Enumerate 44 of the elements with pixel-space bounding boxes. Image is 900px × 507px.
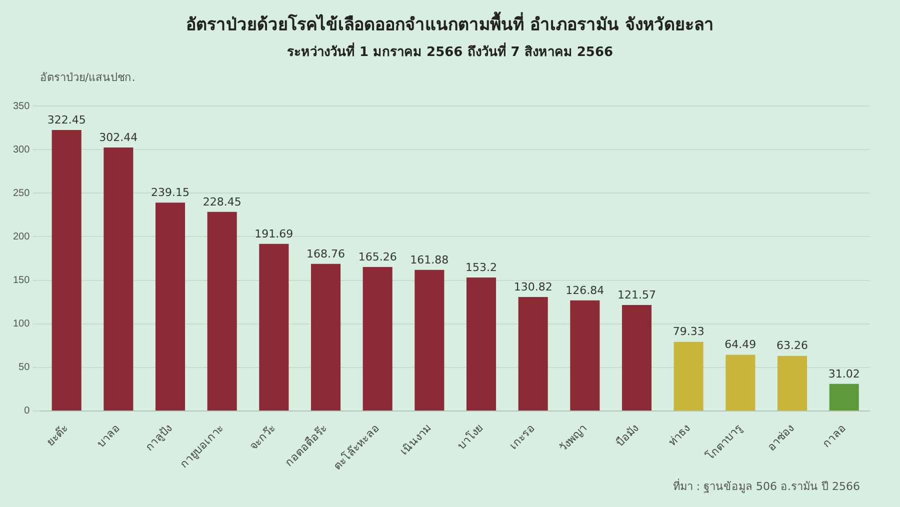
bar (155, 202, 186, 410)
bar (310, 264, 341, 410)
bar (622, 305, 652, 410)
y-tick-label: 100 (12, 318, 30, 330)
bar (674, 342, 704, 410)
text: ที่มา : ฐานข้อมูล 506 อ.รามัน ปี 2566 (672, 478, 860, 495)
y-tick-label: 300 (12, 144, 30, 156)
y-tick-label: 200 (12, 231, 30, 242)
data-label: 63.26 (776, 339, 808, 352)
y-tick-label: 350 (12, 100, 30, 112)
data-label: 239.15 (151, 186, 190, 199)
bar (207, 212, 237, 410)
data-label: 168.76 (306, 247, 346, 260)
bar (570, 300, 600, 410)
data-label: 153.2 (466, 260, 498, 274)
data-label: 165.26 (358, 250, 397, 264)
data-label: 322.45 (47, 113, 86, 126)
data-label: 161.88 (410, 253, 449, 266)
y-tick-label: 0 (24, 406, 30, 417)
bar (259, 244, 289, 410)
data-label: 130.82 (514, 280, 552, 294)
data-label: 31.02 (828, 367, 860, 380)
bar (829, 384, 859, 410)
bar (777, 356, 808, 410)
data-label: 228.45 (202, 195, 242, 208)
chart-title: อัตราป่วยด้วยโรคไข้เลือดออกจำแนกตามพื้นที่ อำเภอรามัน จังหวัดยะลา (185, 10, 715, 37)
bar (518, 296, 548, 410)
data-label: 121.57 (618, 288, 656, 302)
chart-subtitle: ระหว่างวันที่ 1 มกราคม 2566 ถึงวันที่ 7 สิงหาคม 2566 (286, 42, 614, 62)
bar (466, 277, 496, 410)
bar (362, 266, 392, 410)
bar (726, 354, 756, 410)
data-label: 191.69 (254, 227, 294, 240)
y-axis-title: อัตราป่วย/แสนปชก. (40, 70, 136, 86)
data-label: 64.49 (724, 338, 756, 352)
bar (414, 270, 444, 410)
y-tick-label: 150 (12, 275, 30, 286)
y-tick-label: 250 (12, 188, 30, 199)
data-label: 126.84 (566, 284, 604, 297)
data-label: 79.33 (672, 325, 704, 338)
data-label: 302.44 (99, 130, 138, 144)
y-tick-label: 50 (18, 362, 30, 374)
bar (52, 130, 82, 410)
bar (104, 147, 134, 410)
